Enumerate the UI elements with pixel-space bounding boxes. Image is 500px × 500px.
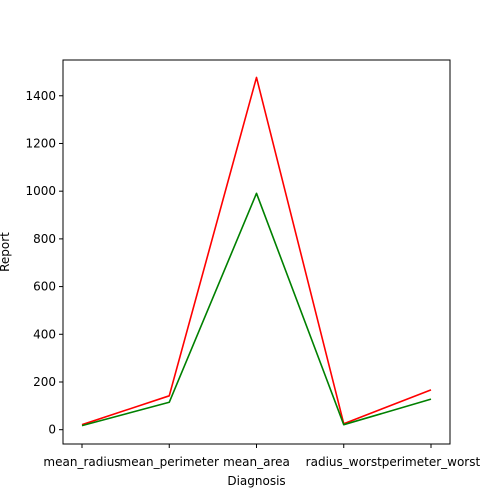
x-tick-label: perimeter_worst (382, 455, 481, 469)
series-line-1 (81, 192, 432, 427)
x-axis-label: Diagnosis (227, 474, 285, 488)
y-tick-label: 1400 (25, 89, 56, 103)
x-tick-label: mean_area (223, 455, 290, 469)
y-tick-label: 600 (33, 280, 56, 294)
series-line-0 (81, 76, 432, 426)
x-tick-label: radius_worst (306, 455, 382, 469)
y-tick-label: 1000 (25, 184, 56, 198)
y-tick-label: 0 (48, 423, 56, 437)
y-tick-label: 200 (33, 375, 56, 389)
y-tick-label: 1200 (25, 136, 56, 150)
y-tick-label: 800 (33, 232, 56, 246)
x-tick-label: mean_perimeter (120, 455, 219, 469)
y-axis-label: Report (0, 232, 12, 272)
x-tick-label: mean_radius (43, 455, 120, 469)
y-axis: 0 200 400 600 800 1000 1200 1400 (25, 89, 63, 437)
y-tick-label: 400 (33, 327, 56, 341)
series-layer (81, 76, 432, 427)
